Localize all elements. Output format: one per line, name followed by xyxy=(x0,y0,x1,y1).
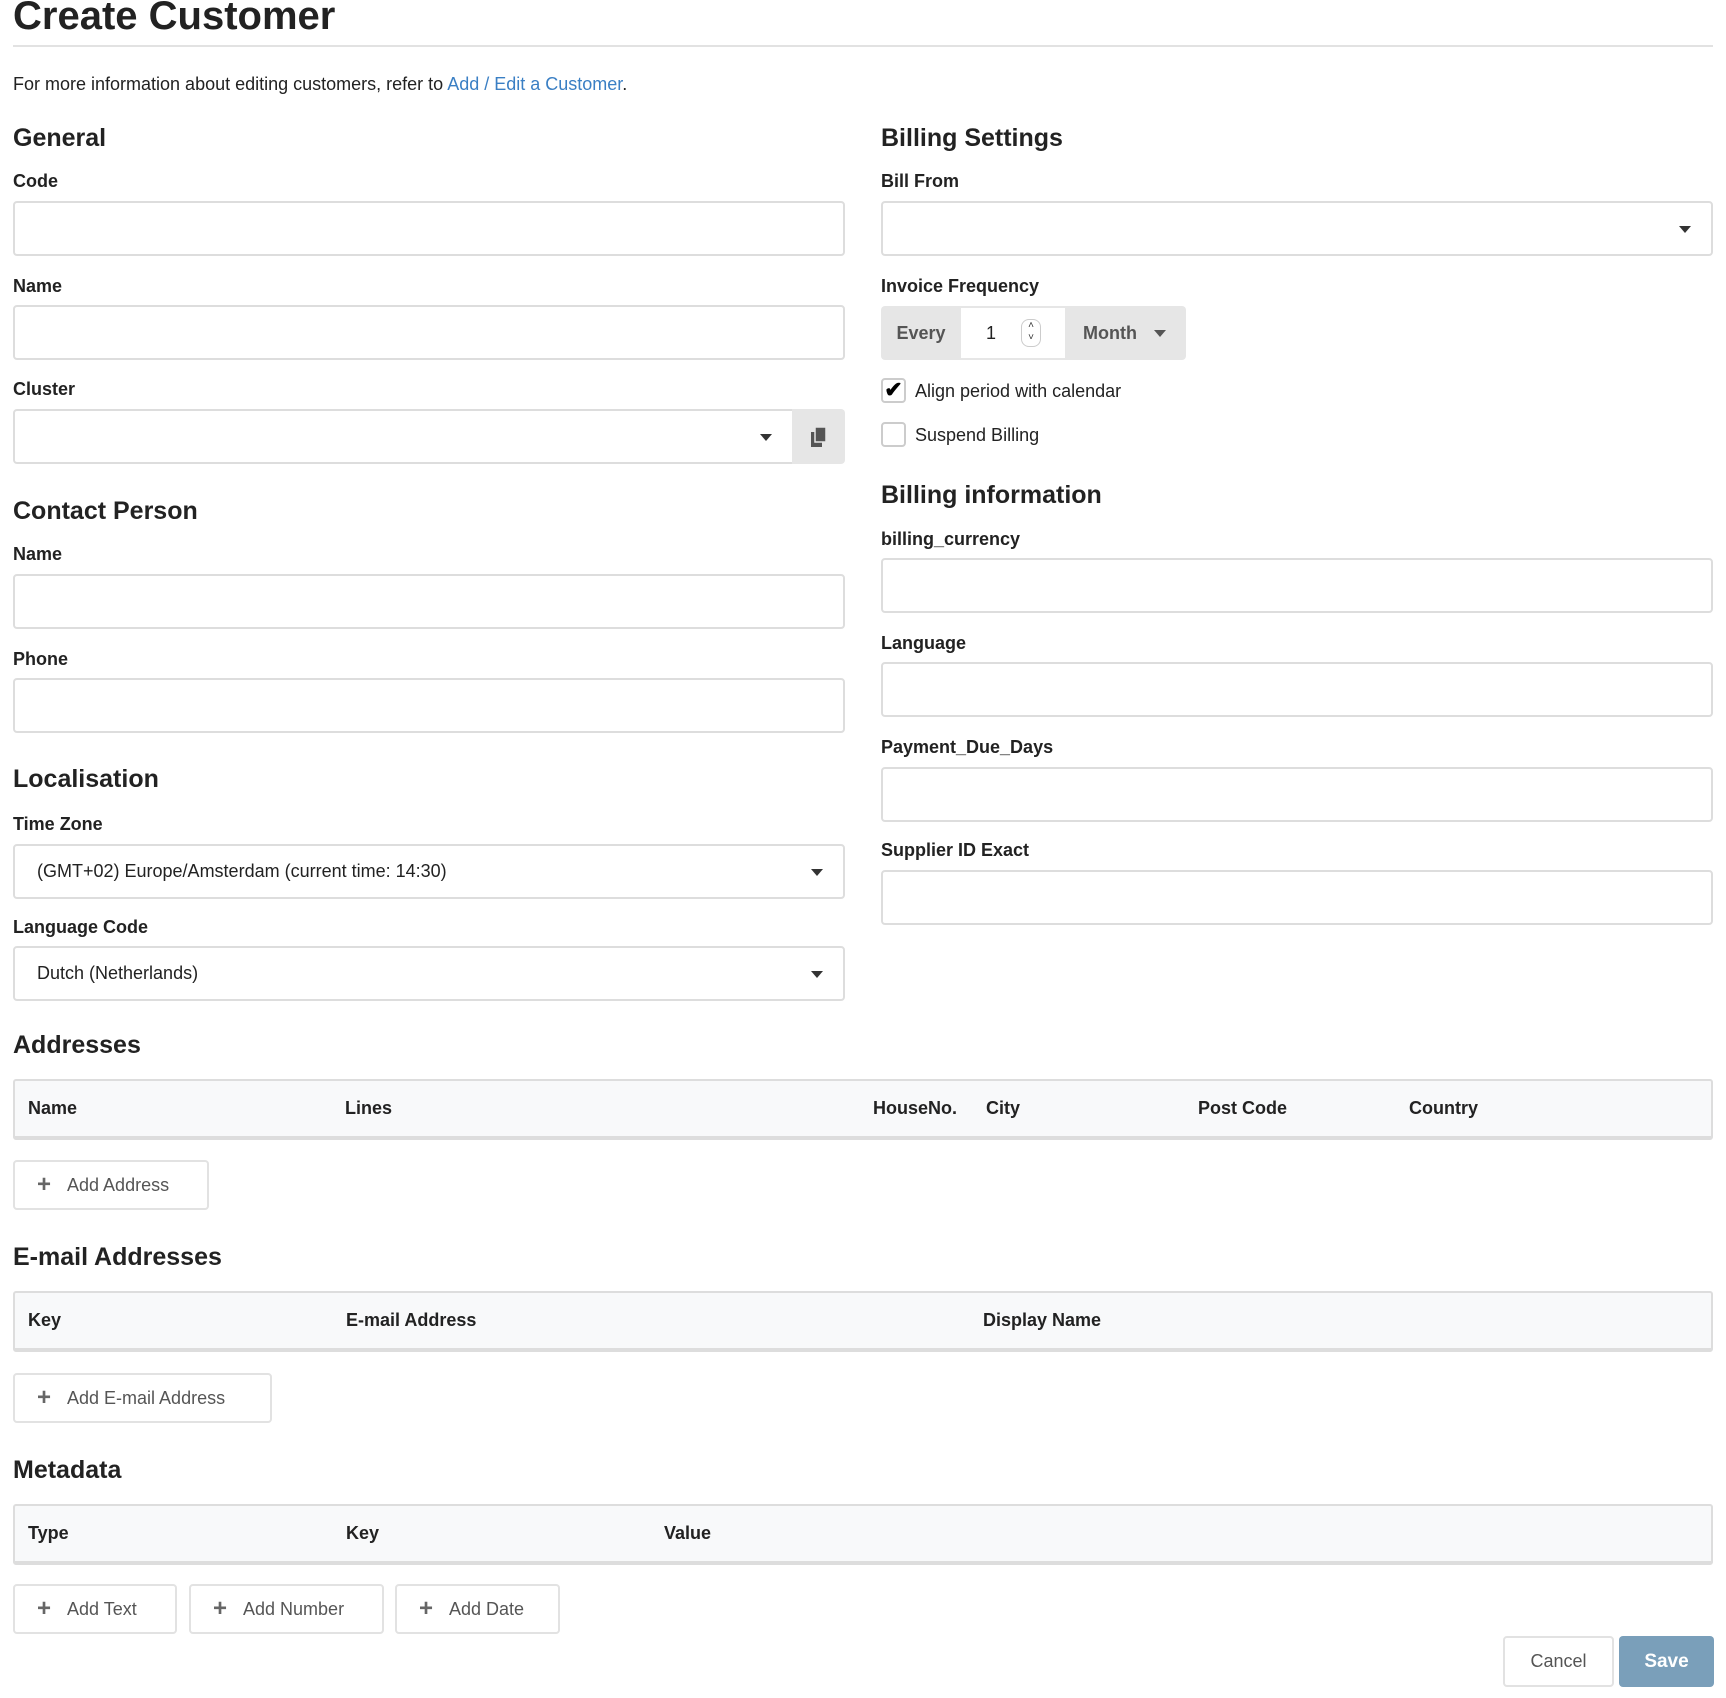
info-text: For more information about editing custo… xyxy=(13,74,627,95)
frequency-input[interactable]: 1 ˄ ˅ xyxy=(961,306,1065,360)
invoice-frequency-label: Invoice Frequency xyxy=(881,276,1040,296)
chevron-down-icon xyxy=(1679,225,1691,233)
chevron-down-icon xyxy=(811,970,823,978)
info-suffix: . xyxy=(622,74,628,94)
add-number-label: Add Number xyxy=(243,1598,345,1619)
align-period-label: Align period with calendar xyxy=(915,381,1122,401)
period-select[interactable]: Month xyxy=(1065,306,1186,360)
copy-button[interactable] xyxy=(792,409,845,464)
plus-icon: + xyxy=(213,1595,228,1622)
timezone-value: (GMT+02) Europe/Amsterdam (current time:… xyxy=(37,861,447,881)
billing-info-heading: Billing information xyxy=(881,481,1102,509)
add-date-label: Add Date xyxy=(449,1598,525,1619)
contact-heading: Contact Person xyxy=(13,497,198,525)
phone-label: Phone xyxy=(13,649,69,669)
col-meta-key: Key xyxy=(346,1523,380,1543)
emails-heading: E-mail Addresses xyxy=(13,1243,222,1271)
add-address-label: Add Address xyxy=(67,1174,170,1195)
col-key: Key xyxy=(28,1310,62,1330)
suspend-billing-checkbox[interactable] xyxy=(881,422,906,447)
addresses-heading: Addresses xyxy=(13,1031,141,1059)
language-code-select[interactable]: Dutch (Netherlands) xyxy=(13,946,845,1001)
contact-name-label: Name xyxy=(13,544,63,564)
add-date-button[interactable]: + Add Date xyxy=(395,1584,560,1634)
suspend-billing-label: Suspend Billing xyxy=(915,425,1040,445)
col-city: City xyxy=(986,1098,1021,1118)
col-country: Country xyxy=(1409,1098,1478,1118)
col-postcode: Post Code xyxy=(1198,1098,1288,1118)
help-link[interactable]: Add / Edit a Customer xyxy=(447,74,623,94)
contact-name-input[interactable] xyxy=(13,574,845,629)
phone-input[interactable] xyxy=(13,678,845,733)
add-text-button[interactable]: + Add Text xyxy=(13,1584,177,1634)
copy-icon xyxy=(810,426,827,447)
every-addon: Every xyxy=(881,306,961,360)
cancel-button[interactable]: Cancel xyxy=(1503,1636,1614,1687)
col-lines: Lines xyxy=(345,1098,393,1118)
name-label: Name xyxy=(13,276,63,296)
supplier-id-label: Supplier ID Exact xyxy=(881,840,1030,860)
general-heading: General xyxy=(13,124,107,152)
plus-icon: + xyxy=(419,1595,434,1622)
cluster-select[interactable] xyxy=(13,409,794,464)
align-period-checkbox[interactable]: ✔ xyxy=(881,378,906,403)
billing-settings-heading: Billing Settings xyxy=(881,124,1063,152)
add-email-button[interactable]: + Add E-mail Address xyxy=(13,1373,272,1423)
col-type: Type xyxy=(28,1523,69,1543)
billing-language-label: Language xyxy=(881,633,967,653)
chevron-down-icon xyxy=(1154,330,1166,337)
plus-icon: + xyxy=(37,1171,52,1198)
metadata-heading: Metadata xyxy=(13,1456,122,1484)
chevron-down-icon xyxy=(760,433,772,441)
cluster-label: Cluster xyxy=(13,379,76,399)
page-title: Create Customer xyxy=(13,0,336,38)
col-display-name: Display Name xyxy=(983,1310,1102,1330)
add-address-button[interactable]: + Add Address xyxy=(13,1160,209,1210)
language-code-label: Language Code xyxy=(13,917,149,937)
name-input[interactable] xyxy=(13,305,845,360)
col-email: E-mail Address xyxy=(346,1310,477,1330)
payment-due-input[interactable] xyxy=(881,767,1713,822)
payment-due-label: Payment_Due_Days xyxy=(881,737,1054,757)
code-input[interactable] xyxy=(13,201,845,256)
col-name: Name xyxy=(28,1098,78,1118)
localisation-heading: Localisation xyxy=(13,765,159,793)
add-number-button[interactable]: + Add Number xyxy=(189,1584,384,1634)
info-prefix: For more information about editing custo… xyxy=(13,74,448,94)
add-text-label: Add Text xyxy=(67,1598,137,1619)
add-email-label: Add E-mail Address xyxy=(67,1387,226,1408)
bill-from-select[interactable] xyxy=(881,201,1713,256)
bill-from-label: Bill From xyxy=(881,171,960,191)
currency-label: billing_currency xyxy=(881,529,1021,549)
save-button[interactable]: Save xyxy=(1619,1636,1714,1687)
supplier-id-input[interactable] xyxy=(881,870,1713,925)
addresses-table-header: Name Lines HouseNo. City Post Code Count… xyxy=(13,1079,1713,1140)
chevron-down-icon xyxy=(811,868,823,876)
col-houseno: HouseNo. xyxy=(873,1098,958,1118)
col-value: Value xyxy=(664,1523,712,1543)
title-divider xyxy=(13,45,1713,47)
metadata-table-header: Type Key Value xyxy=(13,1504,1713,1565)
currency-input[interactable] xyxy=(881,558,1713,613)
frequency-value: 1 xyxy=(986,322,997,343)
code-label: Code xyxy=(13,171,58,191)
number-spinner[interactable]: ˄ ˅ xyxy=(1021,319,1041,347)
language-code-value: Dutch (Netherlands) xyxy=(37,963,199,983)
timezone-label: Time Zone xyxy=(13,814,103,834)
plus-icon: + xyxy=(37,1595,52,1622)
period-value: Month xyxy=(1083,322,1137,343)
timezone-select[interactable]: (GMT+02) Europe/Amsterdam (current time:… xyxy=(13,844,845,899)
plus-icon: + xyxy=(37,1384,52,1411)
emails-table-header: Key E-mail Address Display Name xyxy=(13,1291,1713,1352)
billing-language-input[interactable] xyxy=(881,662,1713,717)
